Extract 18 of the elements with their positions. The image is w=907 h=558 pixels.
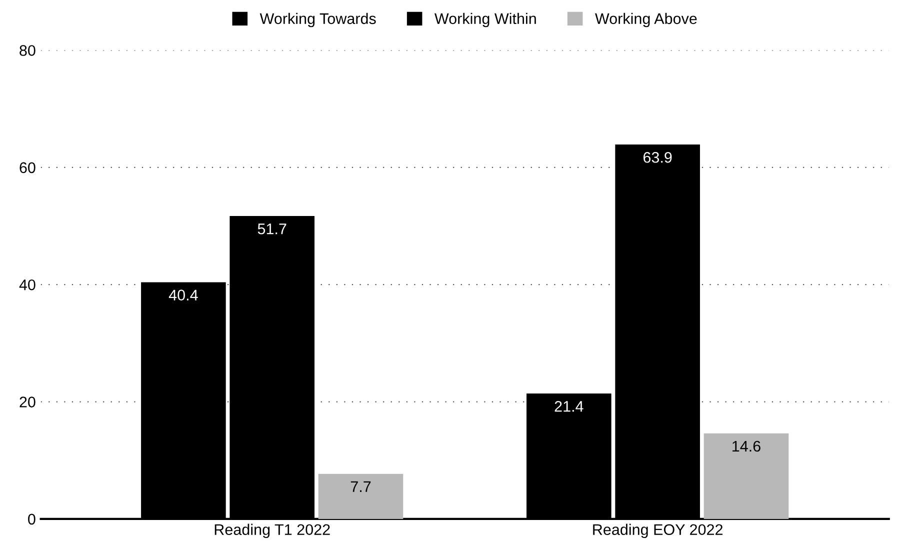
data-label: 40.4 xyxy=(168,290,198,300)
data-label: 7.7 xyxy=(350,481,371,492)
y-tick-label: 60 xyxy=(20,162,36,174)
bar xyxy=(704,433,789,519)
legend-label: Working Within xyxy=(434,12,536,28)
legend-label: Working Above xyxy=(595,12,697,28)
data-label: 21.4 xyxy=(554,400,584,412)
x-tick-label: Reading EOY 2022 xyxy=(593,524,723,538)
bar xyxy=(318,474,404,519)
legend-label: Working Towards xyxy=(260,12,376,28)
y-tick-label: 0 xyxy=(28,514,36,525)
y-tick-label: 80 xyxy=(20,45,36,56)
data-label: 14.6 xyxy=(732,440,760,452)
y-tick-label: 40 xyxy=(19,279,36,290)
data-label: 51.7 xyxy=(258,224,286,234)
x-tick-label: Reading T1 2022 xyxy=(214,524,330,538)
y-tick-label: 20 xyxy=(20,396,36,408)
data-label: 63.9 xyxy=(643,152,672,163)
